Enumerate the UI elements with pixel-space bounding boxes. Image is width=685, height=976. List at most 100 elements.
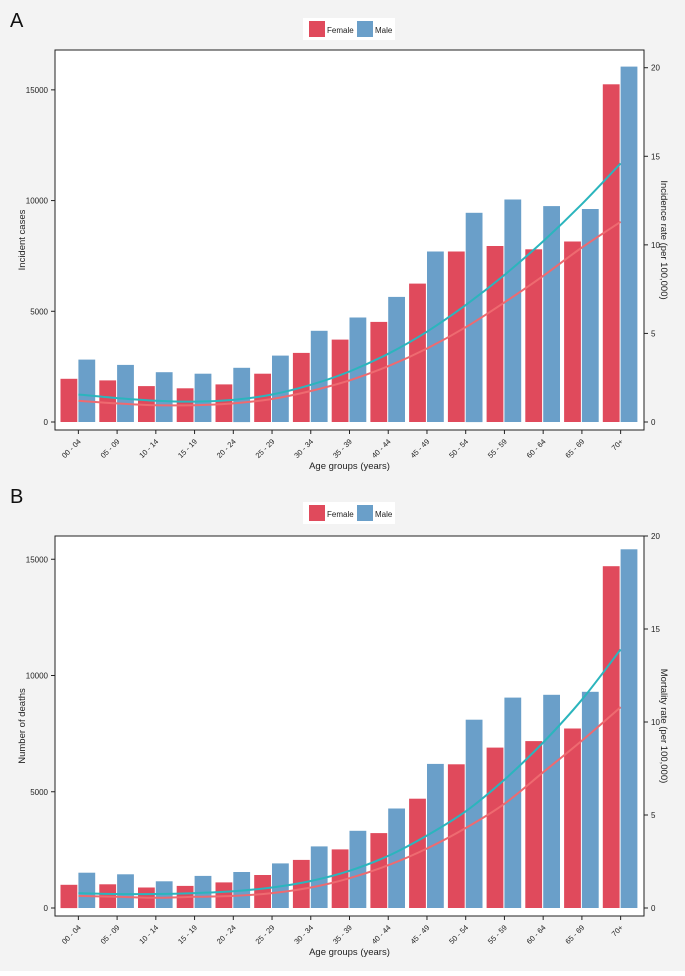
x-tick-label-9: 45 - 49 [408,437,431,460]
bar-female-13 [564,728,581,908]
chart-panel-A: A Female Male 0 5000 10000 15000 0 5 10 15 20 00 - 0… [10,10,669,472]
x-tick-label-9: 45 - 49 [408,923,431,946]
legend-swatch-female [309,21,325,37]
bar-male-7 [349,830,367,908]
left-tick-label-3: 15000 [26,86,49,95]
right-tick-label-0: 0 [651,904,656,913]
trend-line-male [78,162,622,403]
left-tick-label-0: 0 [44,904,49,913]
x-tick-label-10: 50 - 54 [447,437,470,460]
right-tick-label-3: 15 [651,625,660,634]
bar-female-12 [525,249,543,422]
left-tick-label-3: 15000 [26,555,49,564]
x-tick-label-6: 30 - 34 [292,437,315,460]
right-tick-label-1: 5 [651,811,656,820]
bar-female-14 [602,566,620,908]
left-tick-label-2: 10000 [26,672,49,681]
bar-male-1 [117,874,134,908]
bar-male-0 [78,359,96,422]
x-axis-title: Age groups (years) [309,461,390,472]
left-tick-label-2: 10000 [26,197,49,206]
right-tick-label-2: 10 [651,718,660,727]
right-tick-label-0: 0 [651,418,656,427]
x-tick-label-12: 60 - 64 [525,437,548,460]
trend-line-female [78,706,622,899]
bar-male-5 [272,355,289,422]
bar-male-6 [310,846,328,908]
bar-female-5 [254,373,271,422]
right-axis: 0 5 10 15 20 [644,64,660,427]
bar-male-4 [233,367,251,423]
x-tick-label-6: 30 - 34 [292,923,315,946]
trend-line-male [78,648,622,896]
x-tick-label-14: 70+ [610,923,626,939]
x-tick-label-3: 15 - 19 [176,437,199,460]
legend: Female Male [303,502,395,524]
panel-label: A [10,10,24,32]
x-tick-label-11: 55 - 59 [486,437,509,460]
bar-female-1 [99,380,117,422]
x-tick-label-7: 35 - 39 [331,437,354,460]
trend-line-female [78,220,622,407]
bar-female-13 [564,241,581,422]
x-tick-label-2: 10 - 14 [137,923,160,946]
legend-swatch-female [309,505,325,521]
legend-label-female: Female [327,26,354,35]
bar-male-14 [620,549,638,908]
x-tick-label-3: 15 - 19 [176,923,199,946]
bar-male-8 [388,808,405,908]
bar-female-7 [331,849,349,908]
right-tick-label-4: 20 [651,64,660,73]
bar-male-11 [504,697,522,908]
x-tick-label-1: 05 - 09 [99,923,122,946]
x-tick-label-5: 25 - 29 [254,923,277,946]
bar-female-11 [486,246,504,422]
bar-female-5 [254,875,271,908]
bar-male-10 [465,212,483,423]
y2-axis-title: Incidence rate (per 100,000) [658,180,669,299]
bar-female-7 [331,339,349,422]
legend-swatch-male [357,21,373,37]
panel-label: B [10,486,23,508]
x-axis: 00 - 04 05 - 09 10 - 14 15 - 19 20 - 24 25 - … [60,916,626,946]
x-axis: 00 - 04 05 - 09 10 - 14 15 - 19 20 - 24 25 - … [60,430,626,460]
chart-panel-B: B Female Male 0 5000 10000 15000 0 5 10 15 20 00 - 0… [10,486,669,958]
x-tick-label-10: 50 - 54 [447,923,470,946]
bar-female-11 [486,747,504,908]
y-axis-title: Incident cases [17,209,28,270]
x-tick-label-14: 70+ [610,437,626,453]
x-tick-label-2: 10 - 14 [137,437,160,460]
right-tick-label-3: 15 [651,152,660,161]
right-tick-label-2: 10 [651,241,660,250]
x-axis-title: Age groups (years) [309,947,390,958]
x-tick-label-0: 00 - 04 [60,923,83,946]
bar-male-11 [504,199,522,422]
legend-label-male: Male [375,510,393,519]
x-tick-label-8: 40 - 44 [370,437,393,460]
x-tick-label-7: 35 - 39 [331,923,354,946]
bar-female-0 [60,378,78,422]
bar-female-4 [215,882,233,908]
y-axis-title: Number of deaths [17,688,28,764]
right-tick-label-1: 5 [651,329,656,338]
legend-label-female: Female [327,510,354,519]
x-tick-label-11: 55 - 59 [486,923,509,946]
x-tick-label-13: 65 - 69 [563,437,586,460]
left-axis: 0 5000 10000 15000 [26,86,55,427]
x-tick-label-0: 00 - 04 [60,437,83,460]
right-tick-label-4: 20 [651,532,660,541]
x-tick-label-8: 40 - 44 [370,923,393,946]
bar-male-0 [78,872,96,908]
bars [60,549,638,909]
bar-male-13 [581,691,599,908]
bar-female-8 [370,321,388,422]
x-tick-label-4: 20 - 24 [215,923,238,946]
left-tick-label-0: 0 [44,418,49,427]
left-axis: 0 5000 10000 15000 [26,555,55,913]
x-tick-label-1: 05 - 09 [99,437,122,460]
y2-axis-title: Mortality rate (per 100,000) [658,669,669,784]
left-tick-label-1: 5000 [30,307,48,316]
x-tick-label-12: 60 - 64 [525,923,548,946]
